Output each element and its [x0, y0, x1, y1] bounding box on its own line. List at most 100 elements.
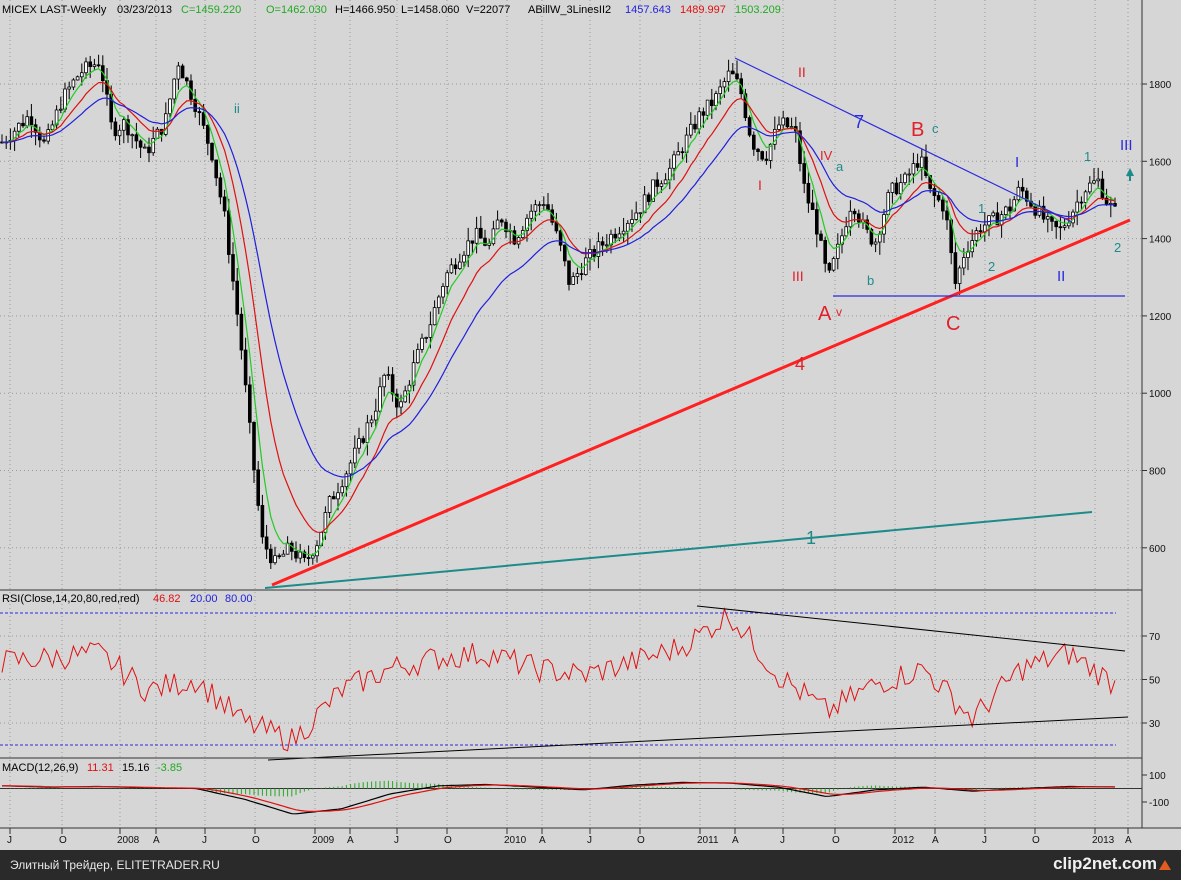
- price-candle: [1033, 205, 1038, 216]
- price-candle: [478, 227, 483, 239]
- price-candle: [369, 419, 374, 424]
- price-candle: [978, 230, 983, 233]
- axes: 1800 1600 1400 1200 1000 800 600 70 50 30 100 -100 J…: [7, 80, 1172, 846]
- time-tick-label: O: [832, 835, 840, 846]
- header-close: C=1459.220: [181, 4, 241, 16]
- time-tick-label: O: [252, 835, 260, 846]
- price-candle: [80, 72, 84, 78]
- price-candle: [424, 336, 428, 339]
- price-candle: [836, 243, 840, 259]
- price-candle: [84, 61, 88, 74]
- price-candle: [436, 296, 441, 309]
- price-candle: [168, 98, 172, 115]
- price-candle: [21, 122, 25, 127]
- price-candle: [596, 241, 601, 257]
- price-candle: [126, 119, 130, 136]
- price-candle: [176, 65, 181, 80]
- right-axis-bg: [1142, 0, 1181, 828]
- price-candle: [201, 112, 206, 126]
- time-tick-label: A: [732, 835, 739, 846]
- price-candle: [239, 313, 244, 351]
- price-candle: [533, 204, 538, 212]
- clip2net-logo[interactable]: clip2net.com: [1053, 854, 1171, 876]
- wave-label: I: [1015, 154, 1019, 171]
- price-candle: [714, 93, 718, 107]
- price-candle: [1083, 191, 1088, 203]
- price-candle: [802, 163, 806, 184]
- rsi-trend-lower: [267, 716, 1129, 761]
- wave-label: ii: [234, 101, 240, 116]
- price-candle: [1100, 178, 1105, 199]
- price-candle: [781, 117, 785, 126]
- price-candle: [210, 142, 214, 161]
- price-candle: [226, 210, 231, 255]
- price-candle: [747, 117, 752, 136]
- price-candle: [878, 233, 882, 243]
- time-tick-label: 2011: [697, 835, 719, 846]
- price-candle: [613, 233, 617, 239]
- trend-line-teal: [264, 511, 1093, 589]
- price-candle: [428, 324, 433, 338]
- price-candle: [218, 177, 223, 198]
- price-candle: [411, 362, 416, 386]
- price-candle: [764, 158, 769, 161]
- time-tick-label: A: [347, 835, 354, 846]
- time-tick-label: O: [637, 835, 645, 846]
- wave-label: 1: [1084, 149, 1091, 164]
- price-candle: [701, 111, 706, 116]
- time-tick-label: A: [1125, 835, 1132, 846]
- price-candle: [659, 183, 664, 187]
- price-candle: [172, 78, 177, 100]
- price-candle: [138, 140, 143, 148]
- price-panel-bg: [0, 0, 1142, 590]
- price-candle: [609, 233, 613, 246]
- price-candle: [1088, 182, 1092, 193]
- price-candle: [663, 179, 668, 185]
- price-candle: [907, 173, 911, 176]
- price-candle: [789, 126, 794, 128]
- price-candle: [277, 555, 281, 558]
- price-candle: [323, 512, 328, 533]
- time-tick-label: O: [59, 835, 67, 846]
- price-candle: [504, 221, 508, 232]
- price-candle: [399, 401, 403, 408]
- price-candle: [873, 241, 878, 245]
- price-candle: [457, 261, 462, 269]
- price-tick-label: 1000: [1149, 389, 1172, 400]
- price-candle: [932, 188, 937, 196]
- price-candle: [466, 240, 470, 256]
- price-candle: [348, 462, 353, 475]
- price-candle: [810, 202, 815, 211]
- rsi-tick-label: 30: [1149, 719, 1161, 730]
- price-candle: [29, 116, 34, 126]
- price-candle: [499, 219, 504, 223]
- price-candle: [852, 210, 857, 215]
- price-candle: [529, 210, 533, 219]
- price-candle: [117, 129, 122, 137]
- macd-header-v3: -3.85: [157, 762, 182, 774]
- logo-text: clip2net.com: [1053, 854, 1157, 873]
- price-candle: [1004, 206, 1008, 216]
- price-candle: [113, 121, 118, 137]
- price-candle: [373, 410, 378, 421]
- price-candle: [638, 212, 643, 215]
- header-green-value: 1503.209: [735, 4, 781, 16]
- price-candle: [546, 204, 550, 211]
- price-candle: [88, 61, 93, 67]
- header-date: 03/23/2013: [117, 4, 172, 16]
- rsi-header-low: 20.00: [190, 593, 218, 605]
- wave-label: IV: [820, 148, 833, 163]
- price-candle: [567, 260, 571, 285]
- rsi-panel-bg: [0, 590, 1142, 758]
- rsi-header-high: 80.00: [225, 593, 253, 605]
- price-candle: [16, 122, 21, 132]
- price-candle: [1050, 216, 1054, 222]
- price-candle: [697, 111, 701, 130]
- price-candle: [642, 194, 647, 214]
- wave-label: III: [1120, 137, 1133, 154]
- price-candle: [651, 179, 655, 202]
- price-candle: [231, 254, 235, 282]
- time-tick-label: A: [932, 835, 939, 846]
- price-candle: [680, 151, 685, 154]
- macd-header-label: MACD(12,26,9): [2, 762, 78, 774]
